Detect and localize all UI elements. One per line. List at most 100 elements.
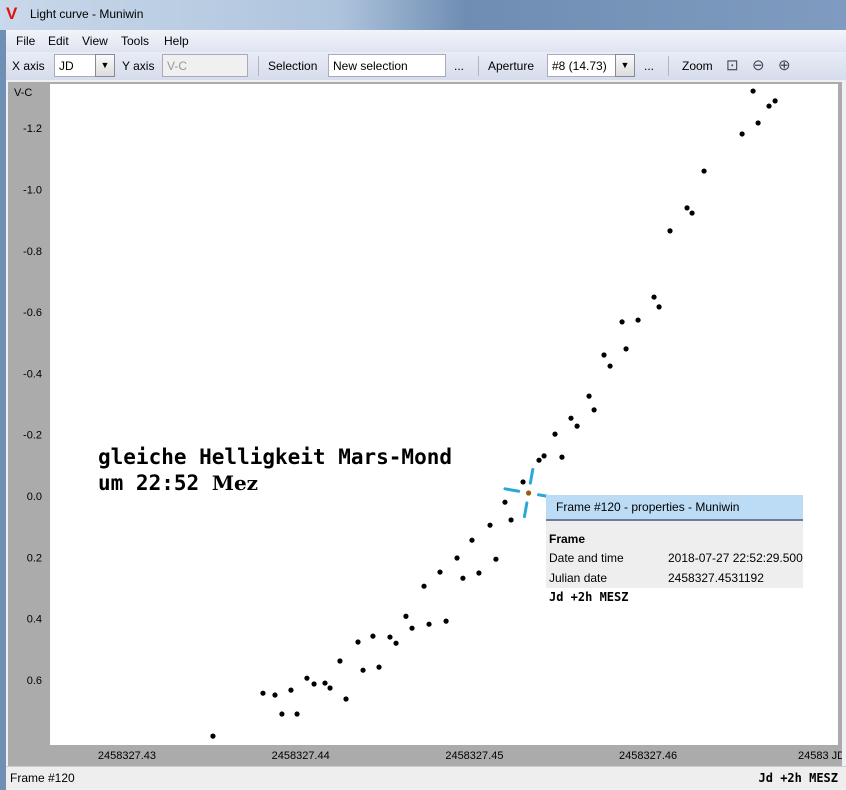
data-point[interactable]	[739, 131, 745, 137]
data-point[interactable]	[322, 680, 328, 686]
separator	[668, 56, 669, 76]
x-tick-label: 2458327.44	[272, 750, 330, 762]
data-point[interactable]	[337, 658, 343, 664]
menu-view[interactable]: View	[82, 34, 108, 48]
data-point[interactable]	[684, 205, 690, 211]
data-point[interactable]	[493, 556, 499, 562]
data-point[interactable]	[311, 681, 317, 687]
data-point[interactable]	[426, 621, 432, 627]
frame-properties-popup: Frame #120 - properties - Muniwin Frame …	[546, 495, 803, 588]
data-point[interactable]	[260, 690, 266, 696]
main-window: File Edit View Tools Help X axis JD ▼ Y …	[6, 30, 846, 790]
data-point[interactable]	[327, 685, 333, 691]
annotation-line2: um 22:52	[98, 471, 200, 495]
data-point[interactable]	[635, 317, 641, 323]
popup-title: Frame #120 - properties - Muniwin	[546, 495, 803, 521]
data-point[interactable]	[443, 618, 449, 624]
light-curve-plot[interactable]: V-C -1.2 -1.0 -0.8 -0.6 -0.4 -0.2 0.0 0.2 0.4 0.6…	[8, 82, 842, 766]
data-point[interactable]	[568, 415, 574, 421]
y-tick-label: 0.6	[27, 675, 42, 687]
data-point[interactable]	[689, 210, 695, 216]
data-point[interactable]	[355, 639, 361, 645]
data-point[interactable]	[772, 98, 778, 104]
data-point[interactable]	[387, 634, 393, 640]
data-point[interactable]	[487, 522, 493, 528]
data-point[interactable]	[607, 363, 613, 369]
date-label: Date and time	[549, 551, 624, 565]
plot-svg[interactable]: V-C -1.2 -1.0 -0.8 -0.6 -0.4 -0.2 0.0 0.2 0.4 0.6…	[8, 82, 842, 766]
jd-value: 2458327.4531192	[668, 571, 764, 585]
data-point[interactable]	[701, 168, 707, 174]
data-point[interactable]	[541, 453, 547, 459]
data-point[interactable]	[623, 346, 629, 352]
date-value: 2018-07-27 22:52:29.500	[668, 551, 803, 565]
y-axis-select[interactable]: V-C	[162, 54, 248, 77]
data-point[interactable]	[460, 575, 466, 581]
plot-area[interactable]	[50, 84, 838, 745]
aperture-select[interactable]: #8 (14.73)	[547, 54, 616, 77]
selection-more-button[interactable]: ...	[454, 59, 465, 73]
window-title: Light curve - Muniwin	[30, 7, 144, 21]
status-frame: Frame #120	[10, 771, 75, 785]
data-point[interactable]	[502, 499, 508, 505]
data-point[interactable]	[469, 537, 475, 543]
jd-label: Julian date	[549, 571, 608, 585]
selection-input[interactable]: New selection	[328, 54, 446, 77]
zoom-fit-icon[interactable]: ⊡	[726, 57, 739, 74]
aperture-more-button[interactable]: ...	[644, 59, 655, 73]
zoom-out-icon[interactable]: ⊖	[752, 57, 765, 74]
data-point[interactable]	[586, 393, 592, 399]
data-point[interactable]	[288, 687, 294, 693]
data-point[interactable]	[750, 88, 756, 94]
data-point[interactable]	[403, 613, 409, 619]
data-point[interactable]	[766, 103, 772, 109]
zoom-in-icon[interactable]: ⊕	[778, 57, 791, 74]
data-point[interactable]	[393, 640, 399, 646]
data-point[interactable]	[421, 583, 427, 589]
data-point[interactable]	[376, 664, 382, 670]
data-point[interactable]	[370, 633, 376, 639]
data-point[interactable]	[508, 517, 514, 523]
y-tick-label: 0.4	[27, 614, 42, 626]
x-axis-select[interactable]: JD	[54, 54, 96, 77]
menu-file[interactable]: File	[16, 34, 36, 48]
cursor-marker-icon	[503, 487, 521, 493]
y-tick-label: -0.8	[23, 246, 42, 258]
menu-help[interactable]: Help	[164, 34, 189, 48]
data-point[interactable]	[360, 667, 366, 673]
y-axis-title: V-C	[14, 87, 32, 99]
data-point[interactable]	[437, 569, 443, 575]
data-point[interactable]	[272, 692, 278, 698]
y-tick-label: 0.0	[27, 491, 42, 503]
data-point[interactable]	[656, 304, 662, 310]
data-point[interactable]	[601, 352, 607, 358]
data-point[interactable]	[667, 228, 673, 234]
data-point[interactable]	[343, 696, 349, 702]
x-axis-dropdown-icon[interactable]: ▼	[95, 54, 115, 77]
y-tick-label: -1.2	[23, 123, 42, 135]
data-point[interactable]	[619, 319, 625, 325]
menu-edit[interactable]: Edit	[48, 34, 69, 48]
separator	[258, 56, 259, 76]
data-point[interactable]	[552, 431, 558, 437]
data-point[interactable]	[454, 555, 460, 561]
selected-data-point[interactable]	[526, 490, 532, 496]
aperture-dropdown-icon[interactable]: ▼	[615, 54, 635, 77]
data-point[interactable]	[591, 407, 597, 413]
data-point[interactable]	[279, 711, 285, 717]
data-point[interactable]	[210, 733, 216, 739]
data-point[interactable]	[755, 120, 761, 126]
data-point[interactable]	[651, 294, 657, 300]
x-tick-label: 24583 JD	[798, 750, 842, 762]
data-point[interactable]	[304, 675, 310, 681]
data-point[interactable]	[574, 423, 580, 429]
data-point[interactable]	[559, 454, 565, 460]
data-point[interactable]	[520, 479, 526, 485]
data-point[interactable]	[476, 570, 482, 576]
data-point[interactable]	[536, 457, 542, 463]
annotation-line1: gleiche Helligkeit Mars-Mond	[98, 445, 453, 469]
annotation-note: Jd +2h MESZ	[549, 590, 629, 604]
menu-tools[interactable]: Tools	[121, 34, 150, 48]
data-point[interactable]	[294, 711, 300, 717]
data-point[interactable]	[409, 625, 415, 631]
